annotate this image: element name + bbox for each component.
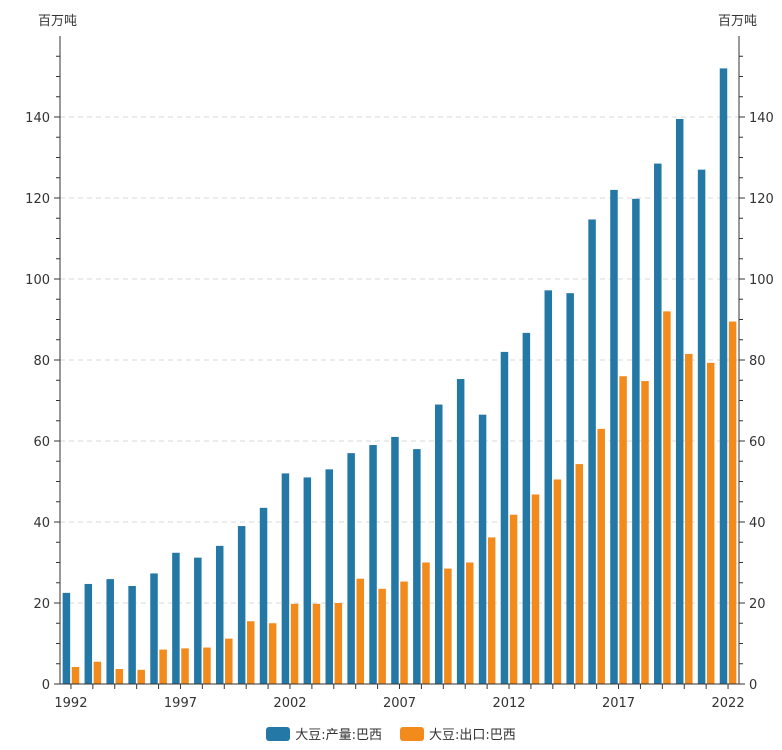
bar-export[interactable] bbox=[575, 464, 584, 684]
bar-production[interactable] bbox=[84, 583, 93, 684]
y-axis-right-unit: 百万吨 bbox=[718, 14, 758, 29]
bar-production[interactable] bbox=[697, 169, 706, 684]
bar-export[interactable] bbox=[597, 428, 605, 684]
bar-export[interactable] bbox=[685, 353, 693, 684]
x-tick-label: 2017 bbox=[602, 696, 635, 711]
x-tick-label: 2007 bbox=[383, 696, 416, 711]
bar-production[interactable] bbox=[632, 198, 640, 684]
bar-production[interactable] bbox=[478, 414, 487, 684]
bar-production[interactable] bbox=[544, 290, 553, 684]
y-tick-label-left: 140 bbox=[25, 111, 50, 126]
y-tick-label-right: 100 bbox=[749, 273, 774, 288]
bar-export[interactable] bbox=[137, 669, 145, 684]
bar-production[interactable] bbox=[456, 379, 465, 684]
y-tick-label-left: 20 bbox=[33, 597, 50, 612]
bar-export[interactable] bbox=[115, 669, 124, 684]
bar-production[interactable] bbox=[566, 293, 574, 684]
bar-production[interactable] bbox=[172, 552, 180, 684]
bar-production[interactable] bbox=[237, 526, 246, 684]
legend-label-export: 大豆:出口:巴西 bbox=[429, 728, 516, 743]
bar-export[interactable] bbox=[531, 494, 540, 684]
y-tick-label-right: 120 bbox=[749, 192, 774, 207]
bar-production[interactable] bbox=[369, 445, 377, 684]
y-tick-label-left: 100 bbox=[25, 273, 50, 288]
bar-production[interactable] bbox=[215, 545, 224, 684]
bar-production[interactable] bbox=[675, 119, 684, 684]
bar-export[interactable] bbox=[728, 321, 737, 684]
y-tick-label-left: 120 bbox=[25, 192, 50, 207]
bar-production[interactable] bbox=[610, 189, 618, 684]
x-tick-label: 1992 bbox=[54, 696, 87, 711]
bar-production[interactable] bbox=[500, 351, 509, 684]
y-tick-label-left: 0 bbox=[42, 678, 50, 693]
bars bbox=[62, 68, 737, 685]
x-tick-label: 2002 bbox=[273, 696, 306, 711]
bar-export[interactable] bbox=[93, 661, 102, 684]
x-tick-label: 1997 bbox=[164, 696, 197, 711]
bar-export[interactable] bbox=[487, 537, 496, 684]
bar-production[interactable] bbox=[106, 579, 114, 684]
y-tick-label-right: 40 bbox=[749, 516, 766, 531]
bar-production[interactable] bbox=[391, 436, 399, 684]
bar-production[interactable] bbox=[259, 507, 268, 684]
y-tick-label-right: 0 bbox=[749, 678, 757, 693]
y-tick-label-right: 140 bbox=[749, 111, 774, 126]
bar-production[interactable] bbox=[719, 68, 728, 684]
legend-item-production[interactable]: 大豆:产量:巴西 bbox=[266, 724, 382, 743]
bar-export[interactable] bbox=[290, 603, 299, 684]
y-tick-label-left: 60 bbox=[33, 435, 50, 450]
bar-export[interactable] bbox=[400, 581, 408, 684]
bar-export[interactable] bbox=[619, 376, 627, 684]
bar-export[interactable] bbox=[268, 623, 277, 684]
legend-swatch-production bbox=[266, 726, 291, 741]
bar-production[interactable] bbox=[654, 163, 662, 684]
bar-export[interactable] bbox=[466, 562, 474, 685]
bar-export[interactable] bbox=[706, 362, 715, 684]
bar-export[interactable] bbox=[71, 666, 80, 684]
bar-export[interactable] bbox=[378, 588, 386, 684]
bar-production[interactable] bbox=[588, 219, 596, 684]
bar-production[interactable] bbox=[303, 477, 312, 684]
bar-production[interactable] bbox=[194, 557, 202, 684]
y-tick-label-right: 20 bbox=[749, 597, 766, 612]
bar-production[interactable] bbox=[281, 473, 290, 684]
bar-production[interactable] bbox=[413, 449, 421, 684]
bar-production[interactable] bbox=[325, 469, 333, 684]
bar-export[interactable] bbox=[663, 311, 671, 684]
bar-export[interactable] bbox=[422, 562, 430, 685]
y-axis-left-unit: 百万吨 bbox=[38, 14, 78, 29]
y-tick-label-left: 40 bbox=[33, 516, 50, 531]
bar-export[interactable] bbox=[553, 479, 562, 684]
bar-production[interactable] bbox=[435, 404, 443, 684]
bar-export[interactable] bbox=[225, 638, 233, 684]
x-tick-label: 2012 bbox=[492, 696, 525, 711]
bar-production[interactable] bbox=[62, 592, 71, 684]
bar-export[interactable] bbox=[509, 514, 518, 684]
bar-export[interactable] bbox=[246, 621, 255, 684]
bar-export[interactable] bbox=[159, 649, 167, 684]
bar-export[interactable] bbox=[356, 578, 364, 684]
bar-production[interactable] bbox=[128, 585, 136, 684]
bar-export[interactable] bbox=[641, 381, 649, 684]
bar-production[interactable] bbox=[150, 573, 158, 684]
y-tick-label-left: 80 bbox=[33, 354, 50, 369]
bar-export[interactable] bbox=[444, 568, 452, 684]
bar-export[interactable] bbox=[312, 603, 321, 684]
legend: 大豆:产量:巴西 大豆:出口:巴西 bbox=[0, 724, 782, 743]
legend-swatch-export bbox=[400, 726, 424, 741]
bar-export[interactable] bbox=[181, 648, 189, 684]
legend-label-production: 大豆:产量:巴西 bbox=[295, 728, 382, 743]
x-tick-label: 2022 bbox=[712, 696, 745, 711]
bar-export[interactable] bbox=[203, 647, 211, 684]
bar-production[interactable] bbox=[522, 332, 531, 684]
y-tick-label-right: 60 bbox=[749, 435, 766, 450]
y-tick-label-right: 80 bbox=[749, 354, 766, 369]
legend-item-export[interactable]: 大豆:出口:巴西 bbox=[400, 724, 516, 743]
bar-export[interactable] bbox=[334, 603, 343, 684]
bar-production[interactable] bbox=[347, 453, 355, 684]
axes: 0 0 20 20 40 40 60 60 80 80 100 100 120 120 140 140 1992… bbox=[25, 36, 774, 711]
